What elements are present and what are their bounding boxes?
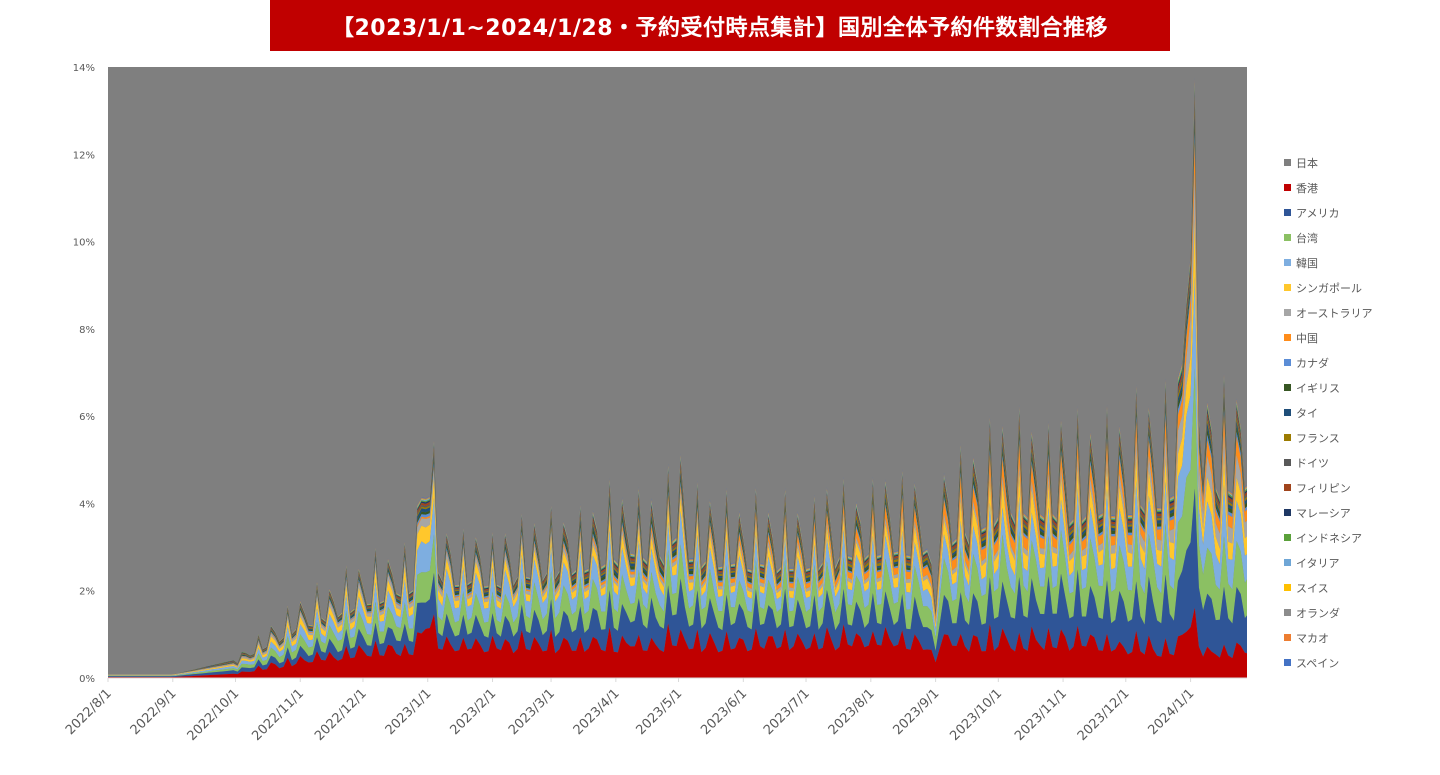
legend-swatch — [1284, 184, 1291, 191]
x-tick-label: 2023/1/1 — [383, 686, 435, 738]
legend-item: イタリア — [1284, 550, 1434, 575]
legend-swatch — [1284, 359, 1291, 366]
legend-label: オランダ — [1296, 606, 1340, 620]
legend-label: マカオ — [1296, 631, 1329, 645]
legend-swatch — [1284, 509, 1291, 516]
x-tick-label: 2022/11/1 — [249, 686, 307, 744]
legend-swatch — [1284, 484, 1291, 491]
legend-label: フィリピン — [1296, 481, 1351, 495]
y-tick-label: 6% — [79, 412, 95, 423]
y-tick-label: 10% — [73, 238, 95, 249]
legend-item: 台湾 — [1284, 225, 1434, 250]
legend-item: フィリピン — [1284, 475, 1434, 500]
x-tick-label: 2023/12/1 — [1075, 686, 1133, 744]
area-アメリカ — [108, 488, 1247, 678]
x-tick-label: 2023/3/1 — [506, 686, 558, 738]
legend-item: スイス — [1284, 575, 1434, 600]
legend-item: 香港 — [1284, 175, 1434, 200]
legend-swatch — [1284, 584, 1291, 591]
legend-label: シンガポール — [1296, 281, 1362, 295]
legend-swatch — [1284, 334, 1291, 341]
legend-label: インドネシア — [1296, 531, 1362, 545]
legend-item: 中国 — [1284, 325, 1434, 350]
y-tick-label: 14% — [73, 63, 95, 74]
x-tick-label: 2023/7/1 — [761, 686, 813, 738]
legend-item: スペイン — [1284, 650, 1434, 675]
x-tick-label: 2023/9/1 — [891, 686, 943, 738]
legend-item: フランス — [1284, 425, 1434, 450]
legend-swatch — [1284, 434, 1291, 441]
legend-swatch — [1284, 609, 1291, 616]
legend-label: アメリカ — [1296, 206, 1340, 220]
legend-item: 韓国 — [1284, 250, 1434, 275]
x-tick-label: 2023/11/1 — [1012, 686, 1070, 744]
legend-swatch — [1284, 534, 1291, 541]
x-tick-label: 2023/2/1 — [447, 686, 499, 738]
legend-label: スペイン — [1296, 656, 1340, 670]
legend-label: イタリア — [1296, 556, 1340, 570]
x-tick-label: 2023/5/1 — [633, 686, 685, 738]
legend-swatch — [1284, 159, 1291, 166]
legend-swatch — [1284, 409, 1291, 416]
legend-swatch — [1284, 659, 1291, 666]
legend-item: マカオ — [1284, 625, 1434, 650]
x-tick-label: 2023/8/1 — [826, 686, 878, 738]
legend-item: 日本 — [1284, 150, 1434, 175]
legend-label: 韓国 — [1296, 256, 1318, 270]
legend-item: インドネシア — [1284, 525, 1434, 550]
legend-label: カナダ — [1296, 356, 1329, 370]
legend-item: シンガポール — [1284, 275, 1434, 300]
legend-item: ドイツ — [1284, 450, 1434, 475]
legend-swatch — [1284, 259, 1291, 266]
legend-label: タイ — [1296, 406, 1318, 420]
area-台湾 — [108, 368, 1247, 677]
legend-swatch — [1284, 559, 1291, 566]
x-tick-label: 2023/4/1 — [571, 686, 623, 738]
legend-label: マレーシア — [1296, 506, 1351, 520]
legend-swatch — [1284, 384, 1291, 391]
legend-label: フランス — [1296, 431, 1340, 445]
legend-swatch — [1284, 459, 1291, 466]
x-tick-label: 2024/1/1 — [1146, 686, 1198, 738]
legend-label: イギリス — [1296, 381, 1340, 395]
x-tick-label: 2023/6/1 — [698, 686, 750, 738]
legend-swatch — [1284, 634, 1291, 641]
legend-item: オランダ — [1284, 600, 1434, 625]
chart-legend: 日本香港アメリカ台湾韓国シンガポール オーストラリア 中国カナダイギリスタイフランス… — [1284, 150, 1434, 675]
x-tick-label: 2022/9/1 — [128, 686, 180, 738]
y-tick-label: 8% — [79, 325, 95, 336]
legend-label: 日本 — [1296, 156, 1318, 170]
legend-label: ドイツ — [1296, 456, 1329, 470]
legend-item: タイ — [1284, 400, 1434, 425]
chart-title: 【2023/1/1~2024/1/28・予約受付時点集計】国別全体予約件数割合推… — [270, 0, 1170, 51]
x-tick-label: 2022/12/1 — [312, 686, 370, 744]
y-tick-label: 0% — [79, 674, 95, 685]
legend-swatch — [1284, 234, 1291, 241]
x-tick-label: 2023/10/1 — [947, 686, 1005, 744]
y-tick-label: 2% — [79, 587, 95, 598]
x-tick-label: 2022/10/1 — [185, 686, 243, 744]
legend-item: オーストラリア — [1284, 300, 1434, 325]
legend-item: アメリカ — [1284, 200, 1434, 225]
legend-item: マレーシア — [1284, 500, 1434, 525]
y-tick-label: 12% — [73, 150, 95, 161]
legend-label: スイス — [1296, 581, 1329, 595]
legend-label: 台湾 — [1296, 231, 1318, 245]
y-tick-label: 4% — [79, 499, 95, 510]
legend-item: カナダ — [1284, 350, 1434, 375]
area-香港 — [108, 607, 1247, 678]
x-tick-label: 2022/8/1 — [63, 686, 115, 738]
legend-item: イギリス — [1284, 375, 1434, 400]
legend-label: オーストラリア — [1296, 306, 1373, 320]
legend-label: 香港 — [1296, 181, 1318, 195]
legend-swatch — [1284, 209, 1291, 216]
legend-swatch — [1284, 309, 1291, 316]
legend-swatch — [1284, 284, 1291, 291]
legend-label: 中国 — [1296, 331, 1318, 345]
